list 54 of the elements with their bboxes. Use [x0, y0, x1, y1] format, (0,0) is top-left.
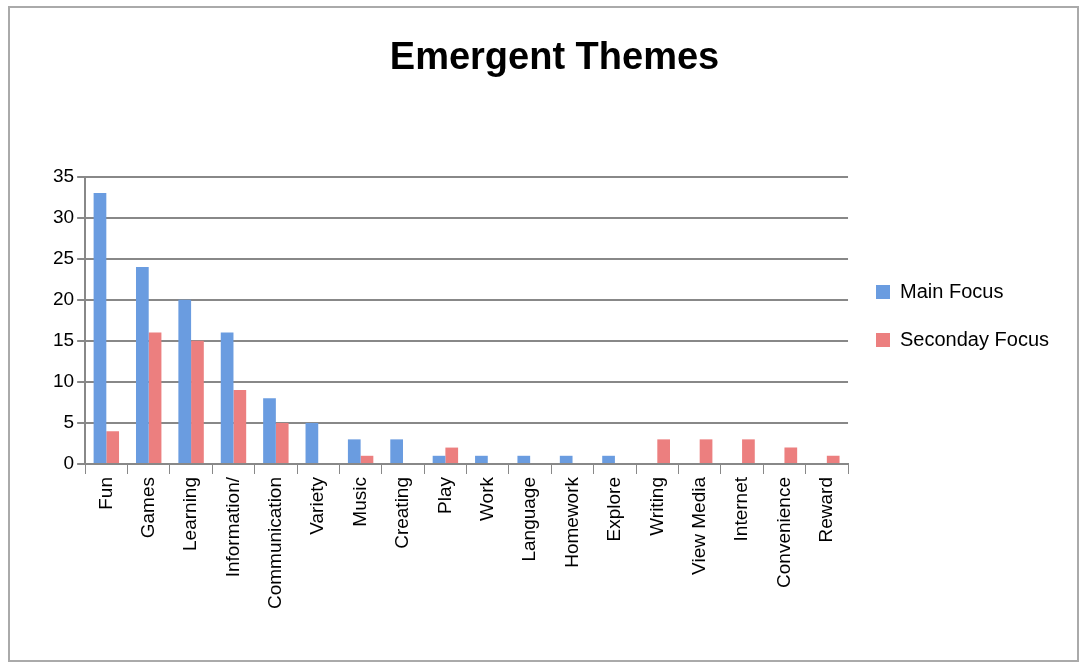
x-tick-label: Convenience [772, 477, 794, 588]
x-tick-label: Language [518, 477, 540, 562]
chart-title: Emergent Themes [389, 35, 720, 78]
x-tick-label: Creating [391, 477, 413, 549]
x-tick-label: View Media [687, 476, 709, 575]
x-tick-label: Games [136, 477, 158, 539]
x-tick-label: Information/ [221, 476, 243, 578]
bar [445, 447, 459, 463]
y-tick-label: 20 [52, 288, 75, 310]
bar [602, 455, 615, 463]
bar [220, 332, 234, 463]
x-tick-label: Fun [94, 477, 116, 510]
bar [432, 455, 446, 463]
bar [699, 439, 713, 463]
x-tick-label: Play [433, 476, 455, 514]
legend-label: Main Focus [900, 279, 1004, 302]
bar [360, 455, 374, 463]
y-tick-label: 5 [63, 411, 75, 433]
x-tick-label: Explore [603, 477, 625, 542]
bar [657, 439, 671, 463]
y-tick-label: 15 [52, 329, 75, 351]
bar [233, 390, 247, 463]
bar [559, 455, 573, 463]
x-tick-label: Work [476, 476, 498, 521]
bar [826, 455, 840, 463]
x-tick-label: Reward [815, 477, 837, 543]
bar [784, 447, 798, 463]
y-tick-label: 0 [63, 452, 75, 474]
y-tick-label: 35 [52, 164, 75, 186]
bar [347, 439, 361, 463]
bar [191, 340, 204, 463]
x-tick-label: Music [348, 477, 370, 527]
bar [275, 422, 289, 463]
x-tick-label: Internet [730, 476, 752, 542]
x-tick-label: Homework [560, 476, 582, 568]
bar [390, 439, 404, 463]
bar [148, 332, 162, 463]
bar [135, 266, 149, 463]
bar [263, 398, 276, 463]
y-tick-label: 30 [52, 205, 75, 227]
y-tick-label: 10 [52, 370, 75, 392]
x-tick-label: Variety [306, 476, 328, 535]
bar [106, 431, 120, 463]
bar [178, 299, 192, 463]
x-tick-label: Communication [264, 477, 286, 609]
bar [517, 455, 531, 463]
x-tick-label: Learning [179, 477, 201, 551]
bar [93, 193, 107, 463]
bar [742, 439, 755, 463]
x-tick-label: Writing [645, 477, 667, 536]
bar [475, 455, 488, 463]
bar [305, 422, 319, 463]
legend-label: Seconday Focus [900, 327, 1050, 350]
y-tick-label: 25 [52, 246, 75, 268]
